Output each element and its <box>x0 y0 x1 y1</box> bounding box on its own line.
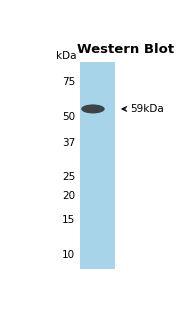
Text: 50: 50 <box>62 112 75 122</box>
Text: 75: 75 <box>62 77 75 87</box>
Text: 37: 37 <box>62 138 75 148</box>
Text: Western Blot: Western Blot <box>77 43 174 56</box>
Text: 25: 25 <box>62 171 75 182</box>
Bar <box>80 62 115 269</box>
Text: 59kDa: 59kDa <box>130 104 164 114</box>
Text: kDa: kDa <box>55 51 76 61</box>
Text: 20: 20 <box>62 191 75 201</box>
Text: 15: 15 <box>62 215 75 225</box>
Text: 10: 10 <box>62 250 75 260</box>
Ellipse shape <box>81 104 105 113</box>
